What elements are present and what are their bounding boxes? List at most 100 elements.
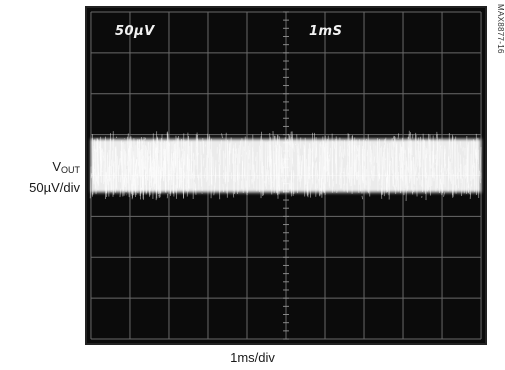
noise-trace-segment — [201, 192, 203, 194]
noise-trace-segment — [347, 149, 349, 156]
noise-trace-segment — [141, 149, 143, 191]
noise-trace-segment — [209, 149, 212, 185]
noise-trace-segment — [270, 150, 273, 195]
noise-trace-segment — [96, 175, 98, 184]
noise-trace-segment — [353, 137, 356, 165]
noise-trace-segment — [175, 137, 178, 199]
noise-trace-segment — [363, 165, 366, 188]
noise-trace-segment — [429, 134, 431, 196]
noise-trace-segment — [115, 170, 118, 190]
noise-trace-segment — [312, 161, 315, 168]
noise-trace-segment — [177, 177, 179, 180]
noise-trace-segment — [434, 163, 436, 165]
noise-trace-segment — [158, 194, 160, 197]
noise-trace-segment — [207, 151, 209, 153]
noise-trace-segment — [115, 146, 118, 172]
noise-trace-segment — [392, 170, 395, 188]
noise-trace-segment — [179, 175, 181, 188]
noise-trace-segment — [138, 162, 140, 168]
noise-trace-segment — [121, 140, 123, 142]
noise-trace-segment — [193, 171, 196, 179]
noise-trace-segment — [432, 144, 435, 177]
noise-trace-segment — [373, 165, 375, 182]
noise-trace-segment — [301, 155, 304, 176]
noise-trace-segment — [319, 191, 322, 197]
noise-trace-segment — [417, 137, 420, 166]
noise-trace-segment — [379, 147, 381, 180]
noise-trace-segment — [272, 131, 275, 175]
noise-trace-segment — [473, 140, 475, 168]
noise-trace-segment — [390, 138, 393, 158]
noise-trace-segment — [149, 156, 151, 197]
noise-trace-segment — [350, 140, 353, 186]
noise-trace-segment — [317, 179, 319, 189]
noise-trace-segment — [304, 137, 307, 185]
noise-trace-segment — [322, 140, 325, 153]
noise-trace-segment — [120, 158, 122, 166]
noise-trace-segment — [162, 160, 165, 182]
noise-trace-segment — [334, 138, 337, 164]
noise-trace-segment — [384, 144, 386, 177]
noise-trace-segment — [196, 132, 198, 148]
noise-trace-segment — [221, 133, 223, 139]
noise-trace-segment — [219, 143, 221, 166]
noise-trace-segment — [277, 148, 279, 160]
noise-trace-segment — [388, 142, 391, 200]
noise-trace-segment — [422, 133, 425, 160]
noise-trace-segment — [95, 172, 98, 182]
noise-trace-segment — [245, 180, 248, 196]
noise-trace-segment — [204, 167, 206, 179]
noise-trace-segment — [425, 150, 428, 158]
noise-trace-segment — [265, 169, 268, 184]
noise-trace-segment — [435, 150, 438, 192]
noise-trace-segment — [154, 147, 157, 184]
noise-trace-segment — [366, 149, 369, 193]
noise-trace-segment — [253, 164, 256, 182]
noise-trace-segment — [287, 139, 289, 179]
noise-trace-segment — [266, 156, 269, 168]
noise-trace-segment — [314, 132, 316, 161]
noise-trace-segment — [294, 143, 297, 146]
noise-trace-segment — [443, 157, 445, 160]
noise-trace-segment — [260, 146, 262, 174]
noise-trace-segment — [179, 168, 182, 184]
noise-trace-segment — [145, 146, 148, 152]
noise-trace-segment — [247, 145, 249, 193]
noise-trace-segment — [442, 167, 445, 185]
y-axis-subscript: OUT — [61, 165, 80, 175]
noise-trace-segment — [343, 140, 346, 156]
noise-trace-segment — [343, 171, 345, 178]
noise-trace-segment — [397, 133, 400, 139]
noise-trace-segment — [259, 135, 262, 147]
noise-trace-segment — [375, 145, 377, 163]
noise-trace-segment — [90, 173, 93, 179]
noise-trace-segment — [121, 142, 124, 197]
noise-trace-segment — [170, 149, 173, 171]
noise-trace-segment — [322, 182, 325, 193]
noise-trace-segment — [197, 174, 200, 181]
screen-time-scale: 1mS — [309, 24, 343, 39]
noise-trace-segment — [454, 166, 457, 194]
noise-trace-segment — [450, 155, 453, 184]
noise-trace-segment — [459, 141, 462, 149]
noise-trace-segment — [392, 135, 395, 139]
noise-trace-segment — [214, 160, 217, 183]
noise-trace-segment — [387, 174, 390, 188]
noise-trace-segment — [144, 166, 146, 170]
noise-trace-segment — [186, 179, 189, 197]
noise-trace-segment — [283, 158, 286, 164]
noise-trace-segment — [131, 175, 134, 200]
noise-trace-segment — [238, 145, 240, 192]
noise-trace-segment — [404, 149, 407, 166]
noise-trace-segment — [110, 177, 112, 193]
noise-trace-segment — [324, 135, 326, 189]
noise-trace-segment — [373, 156, 376, 163]
noise-trace-segment — [242, 161, 244, 193]
noise-trace-segment — [222, 183, 224, 193]
noise-trace-segment — [348, 133, 350, 183]
noise-trace-segment — [281, 157, 283, 173]
noise-trace-segment — [173, 144, 176, 197]
noise-trace-segment — [102, 148, 104, 185]
noise-trace-segment — [125, 177, 127, 192]
noise-trace-segment — [192, 174, 194, 176]
